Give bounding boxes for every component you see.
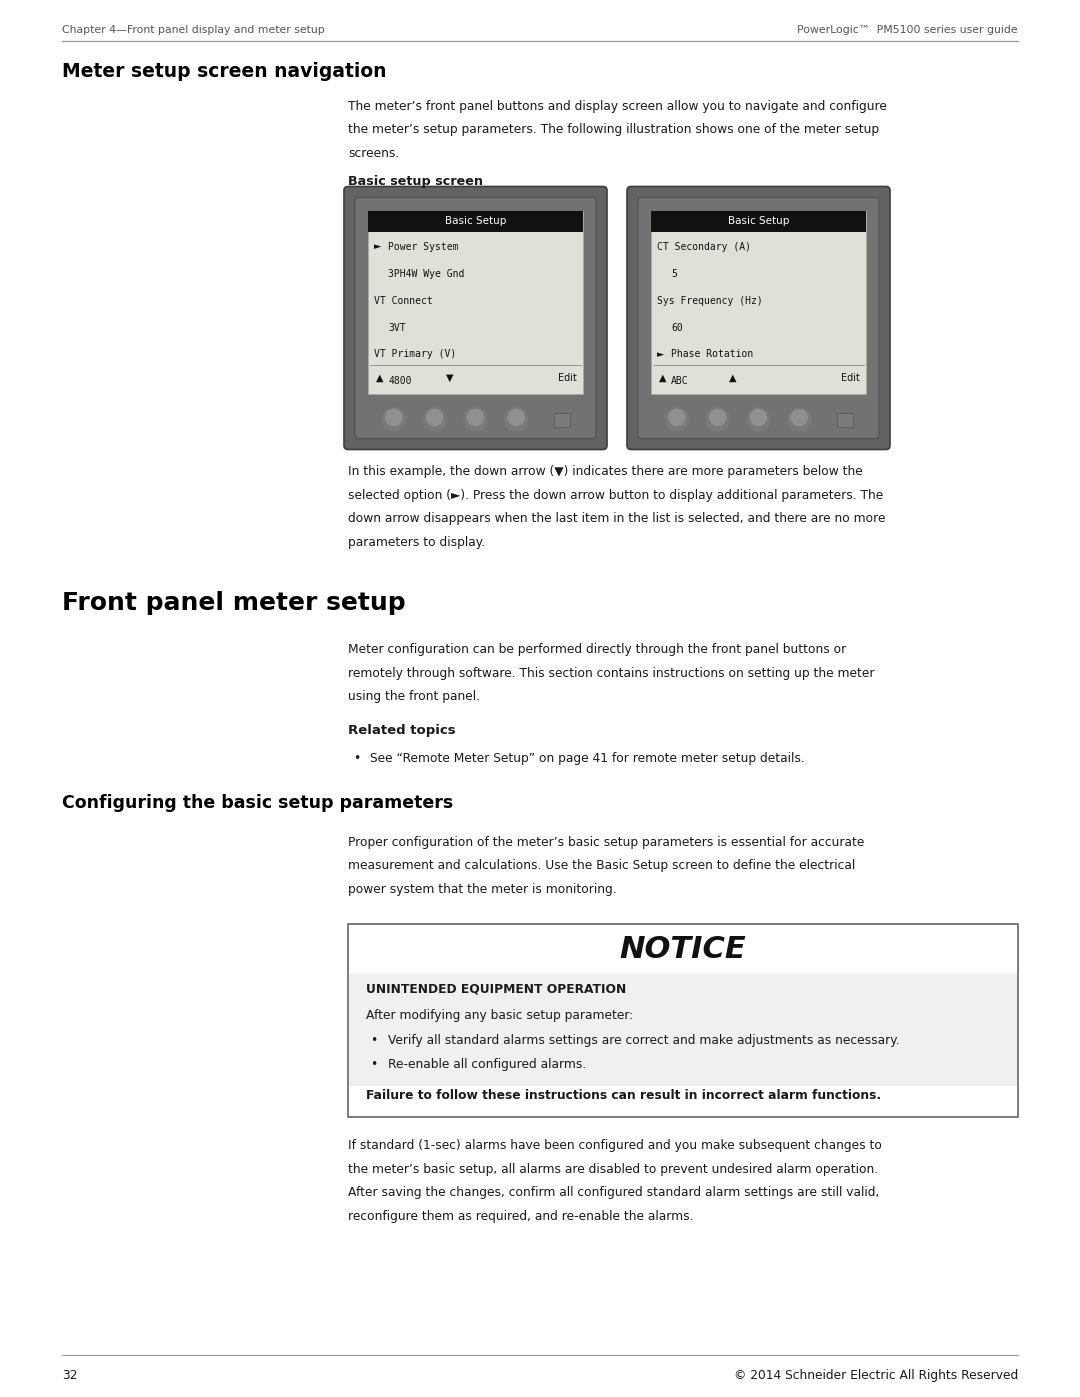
- Text: After modifying any basic setup parameter:: After modifying any basic setup paramete…: [366, 1010, 633, 1023]
- Text: ►: ►: [657, 351, 664, 359]
- FancyBboxPatch shape: [638, 197, 879, 439]
- Text: ►: ►: [374, 242, 381, 251]
- Text: using the front panel.: using the front panel.: [348, 690, 480, 704]
- Circle shape: [464, 408, 487, 432]
- Text: Re-enable all configured alarms.: Re-enable all configured alarms.: [388, 1058, 586, 1071]
- Text: 60: 60: [671, 323, 683, 332]
- Text: VT Primary (V): VT Primary (V): [374, 349, 456, 359]
- Text: remotely through software. This section contains instructions on setting up the : remotely through software. This section …: [348, 666, 875, 680]
- Text: In this example, the down arrow (▼) indicates there are more parameters below th: In this example, the down arrow (▼) indi…: [348, 465, 863, 479]
- Text: the meter’s setup parameters. The following illustration shows one of the meter : the meter’s setup parameters. The follow…: [348, 123, 879, 137]
- Text: 3PH4W Wye Gnd: 3PH4W Wye Gnd: [388, 268, 464, 279]
- Text: The meter’s front panel buttons and display screen allow you to navigate and con: The meter’s front panel buttons and disp…: [348, 101, 887, 113]
- Text: 32: 32: [62, 1369, 78, 1382]
- Text: Proper configuration of the meter’s basic setup parameters is essential for accu: Proper configuration of the meter’s basi…: [348, 835, 864, 849]
- Text: Verify all standard alarms settings are correct and make adjustments as necessar: Verify all standard alarms settings are …: [388, 1035, 900, 1048]
- Text: Meter setup screen navigation: Meter setup screen navigation: [62, 61, 387, 81]
- Text: Meter configuration can be performed directly through the front panel buttons or: Meter configuration can be performed dir…: [348, 644, 847, 657]
- Text: © 2014 Schneider Electric All Rights Reserved: © 2014 Schneider Electric All Rights Res…: [733, 1369, 1018, 1382]
- Text: reconfigure them as required, and re-enable the alarms.: reconfigure them as required, and re-ena…: [348, 1210, 693, 1222]
- Circle shape: [706, 408, 729, 432]
- Circle shape: [747, 408, 770, 432]
- Text: After saving the changes, confirm all configured standard alarm settings are sti: After saving the changes, confirm all co…: [348, 1186, 879, 1200]
- FancyBboxPatch shape: [627, 187, 890, 450]
- Text: Failure to follow these instructions can result in incorrect alarm functions.: Failure to follow these instructions can…: [366, 1090, 881, 1102]
- Bar: [368, 211, 583, 232]
- Text: power system that the meter is monitoring.: power system that the meter is monitorin…: [348, 883, 617, 895]
- Circle shape: [710, 409, 726, 426]
- Bar: [837, 412, 853, 426]
- Text: measurement and calculations. Use the Basic Setup screen to define the electrica: measurement and calculations. Use the Ba…: [348, 859, 855, 873]
- Circle shape: [468, 409, 484, 426]
- Text: parameters to display.: parameters to display.: [348, 536, 485, 549]
- Text: If standard (1-sec) alarms have been configured and you make subsequent changes : If standard (1-sec) alarms have been con…: [348, 1140, 882, 1153]
- Text: 4800: 4800: [388, 376, 411, 387]
- Text: the meter’s basic setup, all alarms are disabled to prevent undesired alarm oper: the meter’s basic setup, all alarms are …: [348, 1162, 878, 1176]
- Text: UNINTENDED EQUIPMENT OPERATION: UNINTENDED EQUIPMENT OPERATION: [366, 982, 626, 996]
- Bar: [349, 1087, 1017, 1116]
- Circle shape: [382, 408, 405, 432]
- Text: Edit: Edit: [841, 373, 860, 383]
- Text: •: •: [353, 752, 361, 766]
- Circle shape: [509, 409, 525, 426]
- Text: Front panel meter setup: Front panel meter setup: [62, 591, 406, 616]
- FancyBboxPatch shape: [345, 187, 607, 450]
- Text: ABC: ABC: [671, 376, 689, 387]
- Text: Related topics: Related topics: [348, 724, 456, 738]
- Text: Phase Rotation: Phase Rotation: [671, 349, 753, 359]
- Circle shape: [751, 409, 767, 426]
- Circle shape: [665, 408, 688, 432]
- Text: screens.: screens.: [348, 147, 400, 161]
- Bar: [554, 412, 570, 426]
- Bar: [651, 211, 866, 232]
- Bar: [348, 925, 1018, 1118]
- Text: selected option (►). Press the down arrow button to display additional parameter: selected option (►). Press the down arro…: [348, 489, 883, 502]
- Text: CT Secondary (A): CT Secondary (A): [657, 242, 751, 251]
- Text: VT Connect: VT Connect: [374, 296, 433, 306]
- Circle shape: [504, 408, 528, 432]
- Text: down arrow disappears when the last item in the list is selected, and there are : down arrow disappears when the last item…: [348, 513, 886, 525]
- Text: Sys Frequency (Hz): Sys Frequency (Hz): [657, 296, 762, 306]
- Bar: [349, 975, 1017, 1116]
- Text: ▲: ▲: [729, 373, 737, 383]
- FancyBboxPatch shape: [355, 197, 596, 439]
- Circle shape: [386, 409, 402, 426]
- Text: Power System: Power System: [388, 242, 459, 251]
- Text: Basic setup screen: Basic setup screen: [348, 176, 483, 189]
- Bar: [368, 211, 583, 394]
- Circle shape: [792, 409, 808, 426]
- Circle shape: [669, 409, 685, 426]
- Text: PowerLogic™  PM5100 series user guide: PowerLogic™ PM5100 series user guide: [797, 25, 1018, 35]
- Text: •: •: [370, 1058, 377, 1071]
- Text: Basic Setup: Basic Setup: [728, 217, 789, 226]
- Text: NOTICE: NOTICE: [620, 935, 746, 964]
- Text: Configuring the basic setup parameters: Configuring the basic setup parameters: [62, 793, 454, 812]
- Bar: [651, 211, 866, 394]
- Text: Chapter 4—Front panel display and meter setup: Chapter 4—Front panel display and meter …: [62, 25, 325, 35]
- Circle shape: [427, 409, 443, 426]
- Circle shape: [787, 408, 811, 432]
- Text: ▲: ▲: [659, 373, 666, 383]
- Text: •: •: [370, 1035, 377, 1048]
- Text: Basic Setup: Basic Setup: [445, 217, 507, 226]
- Text: ▼: ▼: [446, 373, 454, 383]
- Text: Edit: Edit: [558, 373, 577, 383]
- Circle shape: [423, 408, 446, 432]
- Text: See “Remote Meter Setup” on page 41 for remote meter setup details.: See “Remote Meter Setup” on page 41 for …: [370, 752, 805, 766]
- Text: 3VT: 3VT: [388, 323, 406, 332]
- Text: ▲: ▲: [376, 373, 383, 383]
- Text: 5: 5: [671, 268, 677, 279]
